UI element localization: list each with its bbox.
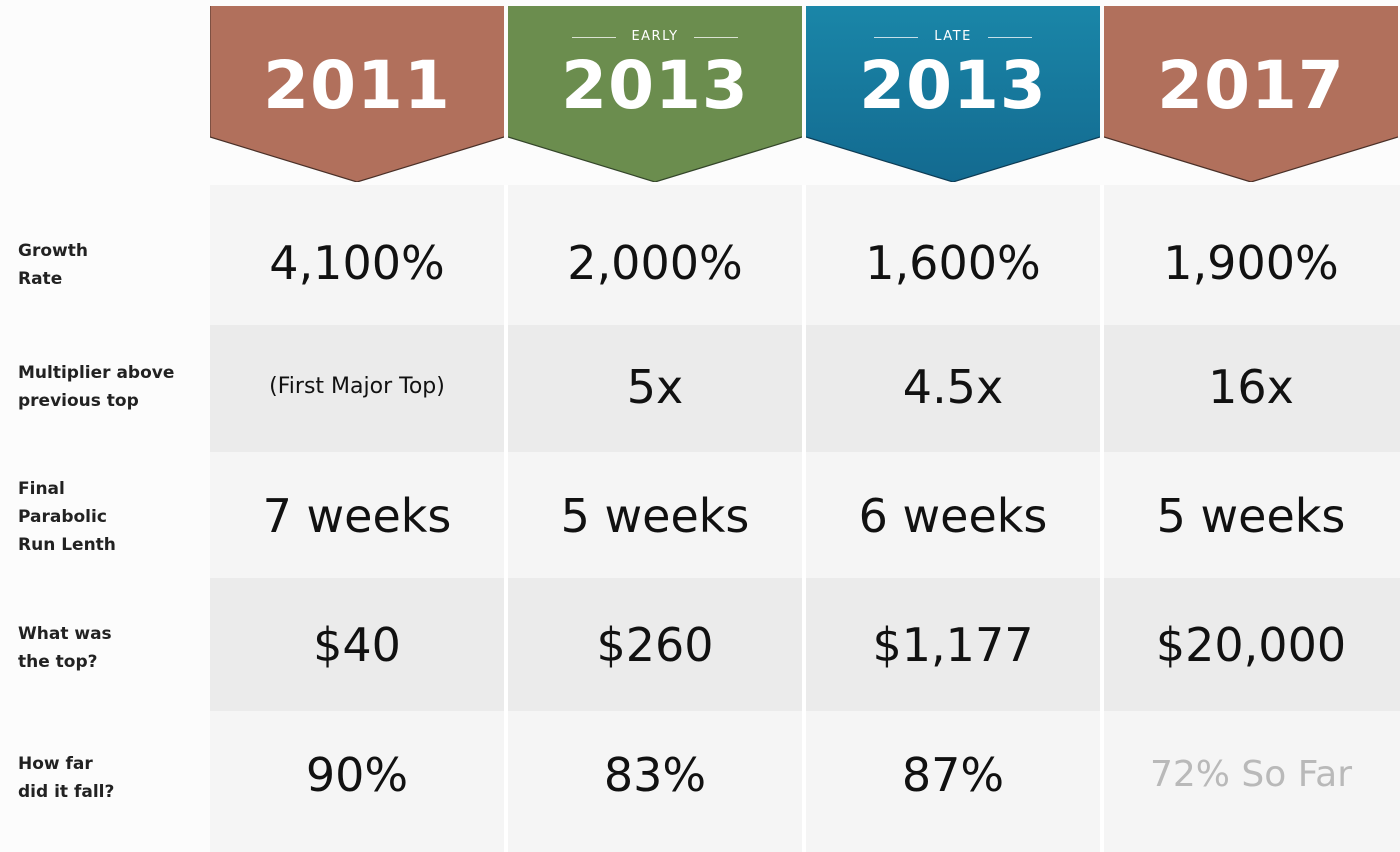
banner-shape xyxy=(806,6,1100,182)
column-gutter xyxy=(1100,185,1104,852)
column-year: 2017 xyxy=(1157,47,1345,124)
banner-shape xyxy=(210,6,504,182)
cell-multiplier-early-2013: 5x xyxy=(626,360,684,414)
column-gutter xyxy=(504,185,508,852)
cell-fall-2017: 72% So Far xyxy=(1149,754,1353,795)
cell-top-2011: $40 xyxy=(313,618,401,672)
header-2011: 2011 xyxy=(210,6,504,182)
banner-shape xyxy=(1104,6,1398,182)
cell-top-early-2013: $260 xyxy=(596,618,714,672)
cell-run-length-early-2013: 5 weeks xyxy=(560,489,750,543)
banner-shape xyxy=(508,6,802,182)
header-late-2013: LATE 2013 xyxy=(806,6,1100,182)
cell-growth-2017: 1,900% xyxy=(1163,236,1339,290)
cell-top-late-2013: $1,177 xyxy=(872,618,1034,672)
column-subtitle: EARLY xyxy=(631,29,679,44)
row-label-growth-rate: Growth Rate xyxy=(18,241,88,289)
row-label-run-length: Final Parabolic Run Lenth xyxy=(18,479,116,555)
cell-fall-late-2013: 87% xyxy=(901,748,1005,802)
column-year: 2013 xyxy=(859,47,1047,124)
column-gutter xyxy=(802,185,806,852)
header-rule-right xyxy=(988,37,1032,38)
cell-growth-late-2013: 1,600% xyxy=(865,236,1041,290)
header-rule-left xyxy=(572,37,616,38)
cell-multiplier-late-2013: 4.5x xyxy=(902,360,1004,414)
header-2017: 2017 xyxy=(1104,6,1398,182)
column-year: 2011 xyxy=(263,47,451,124)
cell-fall-2011: 90% xyxy=(305,748,409,802)
cell-multiplier-2017: 16x xyxy=(1208,360,1294,414)
column-subtitle: LATE xyxy=(934,29,972,44)
cell-fall-early-2013: 83% xyxy=(603,748,707,802)
cell-run-length-late-2013: 6 weeks xyxy=(858,489,1048,543)
row-label-top: What was the top? xyxy=(18,624,112,672)
cell-run-length-2017: 5 weeks xyxy=(1156,489,1346,543)
row-label-multiplier: Multiplier above previous top xyxy=(18,363,175,411)
cell-multiplier-2011: (First Major Top) xyxy=(269,374,445,399)
column-year: 2013 xyxy=(561,47,749,124)
cell-top-2017: $20,000 xyxy=(1155,618,1347,672)
row-label-fall: How far did it fall? xyxy=(18,754,115,802)
header-early-2013: EARLY 2013 xyxy=(508,6,802,182)
header-rule-right xyxy=(694,37,738,38)
cell-growth-early-2013: 2,000% xyxy=(567,236,743,290)
header-rule-left xyxy=(874,37,918,38)
cell-run-length-2011: 7 weeks xyxy=(262,489,452,543)
cell-growth-2011: 4,100% xyxy=(269,236,445,290)
